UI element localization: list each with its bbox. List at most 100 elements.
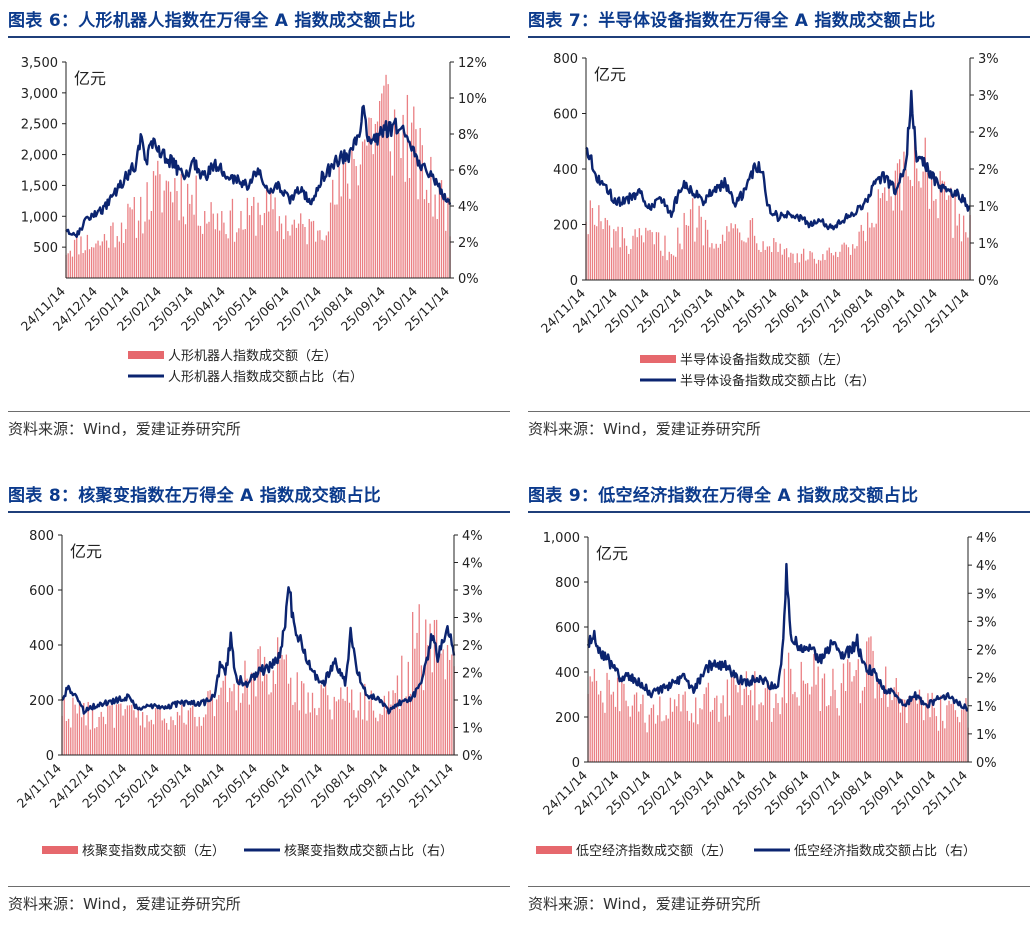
bar (859, 703, 862, 762)
bar (146, 715, 148, 755)
chart-svg: 02004006008000%1%1%2%2%3%3%4%4%亿元24/11/1… (14, 529, 483, 859)
bar (663, 720, 665, 762)
bar (401, 655, 403, 755)
bar (939, 695, 942, 762)
bar (314, 708, 316, 755)
bar (745, 242, 747, 280)
y-left-tick-label: 200 (555, 711, 580, 726)
bar (416, 632, 418, 755)
unit-label: 亿元 (70, 542, 102, 561)
bar-series (61, 604, 455, 755)
y-right-tick-label: 10% (458, 92, 487, 107)
bar (937, 218, 939, 280)
y-right-tick-label: 1% (462, 694, 483, 709)
bar (783, 668, 786, 762)
bar (351, 150, 353, 278)
bar (939, 171, 941, 280)
bar (115, 704, 118, 755)
bar (332, 179, 334, 278)
bar (790, 252, 792, 280)
chart-svg: 500 1,000 1,500 2,000 2,500 3,000 3,500 0% 2% 4% 6… (18, 56, 487, 385)
bar (817, 259, 820, 280)
bar (428, 202, 430, 278)
bar (375, 717, 377, 755)
bar (67, 253, 69, 278)
bar (406, 94, 409, 278)
legend-label-line: 半导体设备指数成交额占比（右） (680, 373, 875, 389)
source-note: 资料来源：Wind，爱建证券研究所 (528, 895, 761, 913)
bar (661, 721, 663, 762)
bar (928, 208, 931, 280)
bar (329, 202, 332, 278)
bar (760, 252, 762, 280)
bar (87, 701, 89, 755)
bar (279, 659, 281, 755)
legend: 半导体设备指数成交额（左） 半导体设备指数成交额占比（右） (640, 352, 875, 389)
bar (366, 145, 368, 278)
bar (388, 691, 390, 755)
bar (954, 190, 956, 280)
bar (963, 215, 965, 280)
bar (870, 636, 872, 762)
bar (704, 219, 707, 280)
bar (333, 696, 335, 755)
bar (257, 649, 259, 755)
chart-title: 图表 8：核聚变指数在万得全 A 指数成交额占比 (8, 486, 381, 506)
bar (847, 659, 849, 762)
bar (828, 705, 830, 762)
bar (429, 623, 431, 755)
bar (764, 688, 767, 762)
bar (621, 227, 623, 280)
bar (398, 132, 400, 278)
bar (792, 694, 794, 762)
bar (854, 248, 856, 280)
bar (773, 708, 775, 762)
bar (933, 707, 935, 762)
bar (926, 172, 929, 280)
bar (945, 199, 948, 280)
bar (868, 637, 870, 762)
legend-swatch-bar (536, 846, 572, 854)
bar (109, 705, 111, 755)
bar (319, 230, 321, 278)
bar (703, 693, 705, 762)
bar (214, 229, 217, 278)
bar (85, 725, 87, 755)
bar (660, 250, 662, 280)
legend-label-bar: 核聚变指数成交额（左） (82, 843, 225, 859)
bar (627, 706, 629, 762)
bar (302, 223, 304, 278)
legend-label-line: 核聚变指数成交额占比（右） (284, 843, 453, 859)
bar (434, 194, 436, 278)
bar (589, 676, 591, 762)
bar (180, 173, 182, 278)
y-right-tick-label: 3% (976, 615, 997, 630)
bar (277, 637, 279, 755)
bar (606, 220, 609, 280)
bar (912, 695, 914, 762)
bar (948, 195, 950, 280)
bar (863, 686, 866, 762)
bar (732, 228, 734, 280)
bar (805, 260, 807, 280)
y-right-tick-label: 0% (976, 756, 997, 771)
bar (806, 683, 809, 762)
bar (946, 705, 948, 762)
bar (131, 209, 133, 278)
bar (752, 705, 754, 762)
y-left-tick-label: 200 (29, 694, 54, 709)
bar (679, 243, 681, 280)
bar (608, 225, 611, 280)
bar (664, 235, 666, 280)
bar (649, 229, 651, 280)
bar (685, 224, 687, 280)
bar (794, 691, 796, 762)
bar (347, 183, 349, 278)
bar (320, 684, 322, 755)
bar (954, 710, 957, 762)
bar (204, 211, 206, 278)
bar (662, 255, 664, 280)
bar (172, 720, 174, 755)
bar (743, 688, 745, 762)
bar (726, 226, 728, 280)
